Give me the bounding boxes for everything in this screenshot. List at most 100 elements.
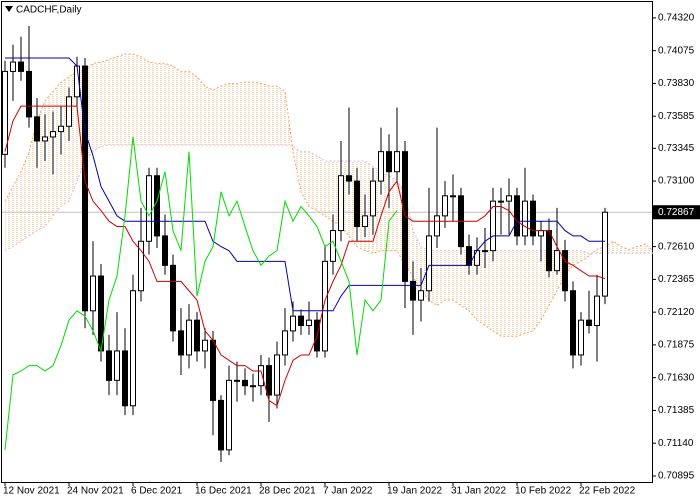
candle-body: [586, 319, 592, 327]
candle-body: [522, 200, 528, 237]
candle-body: [26, 70, 32, 118]
y-tick-label: 0.74320: [658, 13, 695, 24]
candle-body: [218, 399, 224, 451]
candle-body: [146, 175, 152, 242]
candle-body: [138, 240, 144, 292]
candle-body: [234, 379, 240, 382]
candle-body: [386, 151, 392, 173]
candle-body: [250, 385, 256, 388]
candle-body: [50, 131, 56, 138]
candle-body: [170, 264, 176, 332]
candle-body: [410, 280, 416, 301]
indicator-line: [4, 144, 653, 254]
y-tick-label: 0.73100: [658, 176, 695, 187]
candle-body: [506, 195, 512, 202]
candle-body: [562, 250, 568, 292]
indicator-line: [4, 53, 654, 337]
candle-body: [362, 215, 368, 228]
candle-body: [434, 215, 440, 237]
candle-body: [338, 175, 344, 232]
candle-body: [370, 180, 376, 217]
candle-body: [282, 330, 288, 356]
candle-body: [114, 350, 120, 381]
candle-body: [194, 319, 200, 352]
candle-body: [378, 151, 384, 182]
last-price-label: 0.72867: [658, 207, 695, 218]
candle-body: [202, 339, 208, 352]
cloud-layer: [2, 53, 654, 337]
x-tick-label: 28 Dec 2021: [259, 486, 316, 497]
y-tick-label: 0.73830: [658, 78, 695, 89]
chart-title: CADCHF,Daily: [16, 5, 82, 16]
candle-body: [554, 250, 560, 272]
cloud: [5, 54, 653, 337]
last-price-box: [653, 205, 700, 220]
candle-body: [546, 230, 552, 272]
candle-body: [426, 235, 432, 292]
candle-body: [306, 319, 312, 327]
candle-body: [66, 96, 72, 127]
candle-body: [122, 350, 128, 407]
candle-body: [18, 61, 24, 72]
candle-body: [58, 125, 64, 133]
candle-body: [2, 70, 8, 155]
candle-body: [178, 330, 184, 356]
y-tick-label: 0.72610: [658, 241, 695, 252]
candle-body: [290, 315, 296, 332]
x-tick-label: 19 Jan 2022: [387, 486, 442, 497]
x-tick-label: 10 Feb 2022: [515, 486, 572, 497]
candle-body: [10, 61, 16, 72]
candle-body: [90, 275, 96, 312]
y-tick-label: 0.70895: [658, 471, 695, 482]
indicator-line: [4, 136, 398, 450]
candle-body: [226, 379, 232, 451]
candle-body: [154, 175, 160, 237]
candle-body: [42, 136, 48, 142]
line-layer: [4, 57, 606, 450]
candle-body: [242, 379, 248, 387]
candle-body: [354, 180, 360, 228]
candle-body: [602, 211, 608, 297]
y-tick-label: 0.73585: [658, 111, 695, 122]
candle-body: [450, 195, 456, 198]
candle-body: [538, 230, 544, 237]
candle-body: [266, 365, 272, 396]
candle-body: [594, 295, 600, 327]
candle-body: [498, 200, 504, 203]
candle-body: [482, 250, 488, 253]
y-tick-label: 0.71140: [658, 438, 694, 449]
candle-body: [106, 350, 112, 381]
candle-body: [186, 319, 192, 356]
candle-body: [578, 319, 584, 356]
candle-body: [346, 175, 352, 182]
y-tick-label: 0.71875: [658, 340, 695, 351]
y-tick-label: 0.72120: [658, 307, 695, 318]
indicator-line: [4, 105, 606, 407]
candle-body: [258, 365, 264, 387]
candle-body: [34, 116, 40, 142]
candle-body: [210, 339, 216, 401]
candle-body: [530, 200, 536, 237]
candle-body: [394, 151, 400, 173]
y-tick-label: 0.74075: [658, 45, 695, 56]
y-tick-label: 0.72365: [658, 274, 695, 285]
candle-body: [82, 65, 88, 312]
candle-layer: [2, 25, 608, 462]
candle-body: [330, 230, 336, 262]
candle-body: [490, 200, 496, 252]
candle-body: [570, 290, 576, 356]
x-tick-label: 12 Nov 2021: [3, 486, 60, 497]
y-tick-label: 0.71630: [658, 372, 695, 383]
x-tick-label: 7 Jan 2022: [323, 486, 373, 497]
candle-body: [514, 195, 520, 237]
candle-body: [298, 315, 304, 327]
y-tick-label: 0.73345: [658, 143, 695, 154]
x-tick-label: 24 Nov 2021: [67, 486, 124, 497]
candle-body: [162, 235, 168, 266]
title-icon: [5, 6, 13, 12]
candle-body: [418, 290, 424, 301]
axis-layer: 0.74320 0.74075 0.73830 0.73585 0.73345 0.731…: [3, 13, 700, 497]
y-tick-label: 0.71385: [658, 405, 695, 416]
indicator-line: [5, 57, 605, 312]
